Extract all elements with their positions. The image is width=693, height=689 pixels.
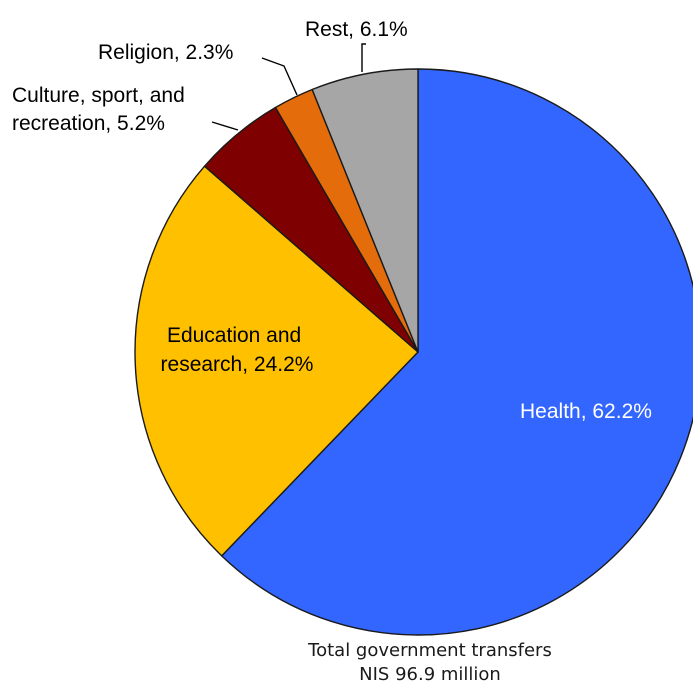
pie-slice-health bbox=[221, 68, 693, 636]
slice-label-religion: Religion, 2.3% bbox=[98, 41, 233, 64]
leader-lines bbox=[211, 43, 366, 131]
pie-slice-education bbox=[134, 165, 419, 557]
slice-label-health: Health, 62.2% bbox=[520, 400, 652, 423]
total-caption-line-1: Total government transfers bbox=[308, 640, 552, 661]
pie-slice-rest bbox=[311, 68, 419, 353]
slice-label-rest: Rest, 6.1% bbox=[305, 18, 408, 41]
slice-label-education: Education and research, 24.2% bbox=[161, 324, 314, 376]
pie-slices bbox=[134, 68, 693, 636]
slice-labels: Health, 62.2% Education and research, 24… bbox=[12, 18, 652, 423]
leader-line-religion bbox=[261, 57, 298, 96]
slice-label-culture: Culture, sport, and recreation, 5.2% bbox=[12, 84, 191, 135]
leader-line-culture bbox=[211, 121, 239, 131]
leader-line-rest bbox=[361, 43, 366, 72]
total-caption: Total government transfers NIS 96.9 mill… bbox=[240, 639, 620, 687]
total-caption-line-2: NIS 96.9 million bbox=[359, 664, 501, 685]
